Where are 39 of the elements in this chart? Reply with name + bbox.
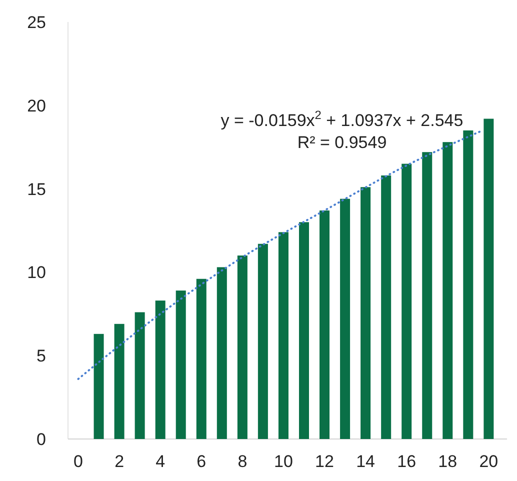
bar — [320, 210, 330, 439]
bar — [94, 334, 104, 439]
bar — [134, 312, 145, 439]
bar — [155, 300, 166, 439]
x-tick-label: 8 — [238, 452, 248, 471]
bar — [216, 267, 227, 439]
bar — [278, 232, 288, 439]
bar — [484, 118, 494, 439]
bar — [381, 175, 392, 439]
bar — [463, 130, 474, 439]
bar — [258, 244, 268, 439]
x-tick-label: 4 — [156, 452, 166, 471]
bar — [176, 290, 186, 439]
x-tick-label: 6 — [196, 452, 206, 471]
bar — [360, 187, 371, 439]
y-tick-label: 0 — [36, 430, 46, 449]
y-tick-label: 5 — [36, 346, 46, 366]
bar — [402, 164, 412, 439]
bar — [196, 278, 206, 439]
x-tick-label: 20 — [479, 452, 498, 471]
y-tick-label: 20 — [27, 96, 46, 116]
bar — [298, 222, 309, 439]
annotation: y = -0.0159x$^{2}$ + 1.0937x + 2.545 — [220, 108, 464, 130]
bar — [340, 198, 350, 439]
x-tick-label: 2 — [114, 452, 124, 471]
annotation: R² = 0.9549 — [297, 133, 387, 152]
x-tick-label: 0 — [74, 452, 83, 471]
bar — [114, 324, 124, 439]
bar — [422, 152, 432, 439]
x-tick-label: 18 — [438, 452, 458, 471]
y-tick-label: 15 — [27, 180, 46, 199]
bar — [237, 256, 248, 439]
x-tick-label: 12 — [315, 452, 334, 471]
y-tick-label: 10 — [27, 263, 46, 282]
bar — [442, 142, 453, 439]
y-tick-label: 25 — [27, 12, 46, 32]
x-tick-label: 10 — [274, 452, 293, 471]
x-tick-label: 16 — [397, 452, 416, 471]
x-tick-label: 14 — [356, 452, 376, 471]
